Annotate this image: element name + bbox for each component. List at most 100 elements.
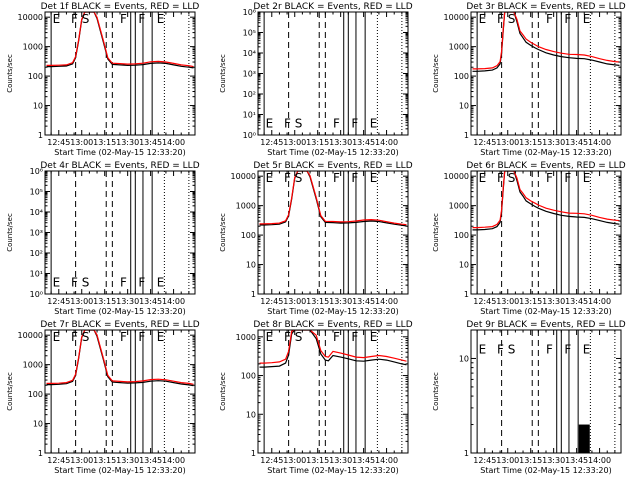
x-tick-label: 13:45 <box>565 297 588 306</box>
event-letter: E <box>479 12 487 26</box>
event-letter: E <box>157 330 165 344</box>
y-axis-label: Counts/sec <box>219 372 227 411</box>
y-tick-label: 10 <box>33 102 43 111</box>
y-tick-label: 10000 <box>231 172 256 181</box>
event-letter: F <box>120 12 127 26</box>
series-group <box>472 12 620 72</box>
count-bar <box>583 424 586 453</box>
x-tick-label: 13:15 <box>519 297 542 306</box>
event-letter: F <box>333 330 340 344</box>
x-axis-label: Start Time (02-May-15 12:33:20) <box>54 466 185 475</box>
y-tick-label: 10 <box>459 102 469 111</box>
x-tick-label: 13:45 <box>352 138 375 147</box>
x-tick-label: 13:30 <box>542 297 565 306</box>
x-tick-label: 14:00 <box>375 297 398 306</box>
x-tick-label: 13:15 <box>93 138 116 147</box>
y-tick-label: 100 <box>28 72 43 81</box>
event-letter: F <box>564 342 571 356</box>
x-tick-label: 14:00 <box>588 456 611 465</box>
x-tick-label: 13:45 <box>139 138 162 147</box>
plot-frame <box>257 170 409 295</box>
x-tick-label: 12:45 <box>260 297 283 306</box>
y-tick-label: 10¹ <box>30 270 43 279</box>
event-letter: F <box>284 117 291 131</box>
y-axis-label: Counts/sec <box>432 372 440 411</box>
x-tick-label: 13:45 <box>139 456 162 465</box>
event-letter: F <box>351 117 358 131</box>
x-tick-label: 12:45 <box>47 138 70 147</box>
event-letter: S <box>82 330 90 344</box>
event-letter: F <box>120 276 127 290</box>
chart-title: Det 5r BLACK = Events, RED = LLD <box>253 161 412 171</box>
x-tick-label: 13:15 <box>519 456 542 465</box>
event-letter: F <box>138 12 145 26</box>
y-tick-label: 10 <box>246 410 256 419</box>
plot-frame <box>257 329 409 454</box>
event-letter: E <box>370 330 378 344</box>
lld-series-line <box>46 330 194 385</box>
x-tick-label: 13:15 <box>519 138 542 147</box>
events-series-line <box>472 12 620 72</box>
x-tick-label: 12:45 <box>47 456 70 465</box>
event-letter: F <box>71 12 78 26</box>
count-bar <box>581 424 584 453</box>
y-tick-label: 1 <box>464 449 469 458</box>
x-tick-label: 12:45 <box>473 138 496 147</box>
x-axis-label: Start Time (02-May-15 12:33:20) <box>267 148 398 157</box>
x-tick-label: 12:45 <box>473 456 496 465</box>
x-axis-label: Start Time (02-May-15 12:33:20) <box>54 307 185 316</box>
x-tick-label: 13:45 <box>139 297 162 306</box>
y-tick-label: 10000 <box>444 172 469 181</box>
x-axis-label: Start Time (02-May-15 12:33:20) <box>480 466 611 475</box>
x-tick-label: 13:15 <box>306 456 329 465</box>
event-letter: S <box>508 342 516 356</box>
series-group <box>578 424 590 453</box>
count-bar <box>586 424 589 453</box>
event-letter: F <box>546 171 553 185</box>
x-tick-label: 13:00 <box>70 456 93 465</box>
y-tick-label: 1 <box>38 449 43 458</box>
x-tick-label: 13:00 <box>70 138 93 147</box>
event-letter: E <box>53 12 61 26</box>
series-group <box>472 171 620 231</box>
chart-title: Det 6r BLACK = Events, RED = LLD <box>466 161 625 171</box>
y-tick-label: 10⁴ <box>243 49 256 58</box>
x-tick-label: 14:00 <box>162 138 185 147</box>
y-tick-label: 10¹ <box>243 111 256 120</box>
x-tick-label: 13:30 <box>329 138 352 147</box>
x-tick-label: 13:30 <box>542 138 565 147</box>
x-tick-label: 14:00 <box>375 138 398 147</box>
y-tick-label: 10⁰ <box>243 131 256 140</box>
y-tick-label: 10⁵ <box>243 29 256 38</box>
x-tick-label: 13:15 <box>306 138 329 147</box>
y-tick-label: 1 <box>251 290 256 299</box>
y-tick-label: 1 <box>464 290 469 299</box>
event-letter: F <box>564 12 571 26</box>
event-letter: F <box>546 342 553 356</box>
event-letter: E <box>53 330 61 344</box>
event-letter: E <box>583 171 591 185</box>
event-letter: F <box>351 330 358 344</box>
event-letter: F <box>497 171 504 185</box>
x-tick-label: 13:30 <box>329 456 352 465</box>
events-series-line <box>472 171 620 231</box>
event-letter: F <box>564 171 571 185</box>
y-axis-label: Counts/sec <box>6 372 14 411</box>
x-tick-label: 14:00 <box>375 456 398 465</box>
chart-title: Det 8r BLACK = Events, RED = LLD <box>253 320 412 330</box>
y-tick-label: 10 <box>459 354 469 363</box>
y-tick-label: 10⁰ <box>30 290 43 299</box>
event-letter: F <box>333 171 340 185</box>
y-axis-label: Counts/sec <box>219 213 227 252</box>
event-letter: F <box>138 330 145 344</box>
y-tick-label: 10 <box>33 420 43 429</box>
x-tick-label: 13:30 <box>542 456 565 465</box>
y-tick-label: 10 <box>459 261 469 270</box>
x-tick-label: 13:45 <box>565 138 588 147</box>
x-tick-label: 13:00 <box>283 138 306 147</box>
